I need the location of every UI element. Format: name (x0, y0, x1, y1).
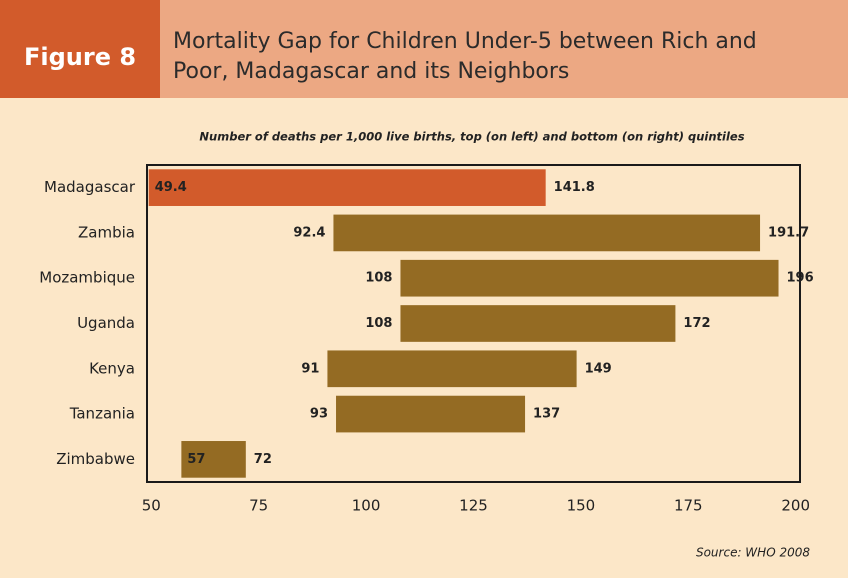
x-tick-label: 200 (781, 497, 810, 515)
subtitle: Number of deaths per 1,000 live births, … (199, 130, 744, 144)
low-value-label: 57 (187, 452, 205, 467)
high-value-label: 172 (683, 316, 710, 331)
x-tick-label: 175 (674, 497, 703, 515)
high-value-label: 191.7 (768, 225, 809, 240)
x-tick-label: 50 (142, 497, 161, 515)
high-value-label: 137 (533, 407, 560, 422)
low-value-label: 92.4 (293, 225, 325, 240)
high-value-label: 72 (254, 452, 272, 467)
high-value-label: 196 (787, 271, 814, 286)
x-tick-label: 150 (567, 497, 596, 515)
x-tick-label: 100 (352, 497, 381, 515)
x-tick-label: 75 (249, 497, 268, 515)
y-tick-label: Uganda (77, 314, 135, 332)
figure-label-box (0, 0, 160, 98)
y-tick-label: Madagascar (44, 178, 136, 196)
low-value-label: 108 (365, 271, 392, 286)
y-tick-label: Mozambique (39, 269, 135, 287)
low-value-label: 93 (310, 407, 328, 422)
chart-title: Mortality Gap for Children Under-5 betwe… (173, 29, 757, 54)
y-tick-label: Zimbabwe (56, 450, 135, 468)
high-value-label: 141.8 (554, 180, 595, 195)
high-value-label: 149 (585, 361, 612, 376)
chart-title: Poor, Madagascar and its Neighbors (173, 59, 569, 84)
bar (336, 395, 526, 433)
bar (327, 350, 577, 388)
figure-label: Figure 8 (24, 43, 136, 71)
bar (333, 214, 761, 252)
source: Source: WHO 2008 (696, 546, 810, 560)
low-value-label: 49.4 (155, 180, 187, 195)
bar (181, 441, 246, 478)
x-tick-label: 125 (459, 497, 488, 515)
low-value-label: 108 (365, 316, 392, 331)
low-value-label: 91 (301, 361, 319, 376)
y-tick-label: Tanzania (69, 405, 135, 423)
y-tick-label: Kenya (89, 359, 135, 377)
bar (400, 305, 676, 342)
plot-frame (146, 164, 801, 483)
bar (148, 169, 546, 206)
bar (400, 259, 779, 297)
y-tick-label: Zambia (78, 223, 135, 241)
